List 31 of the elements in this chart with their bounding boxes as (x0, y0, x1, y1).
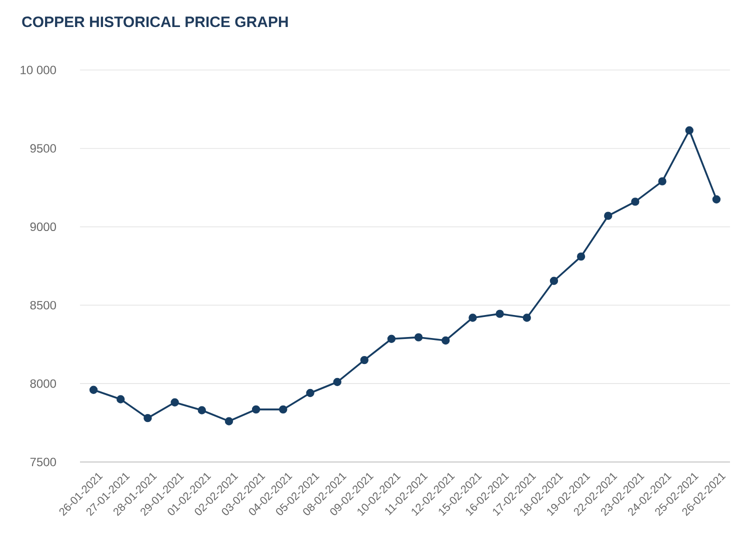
y-tick-label: 9000 (30, 222, 56, 232)
point (198, 406, 206, 414)
point (306, 388, 314, 398)
point (496, 310, 504, 318)
point (170, 398, 179, 406)
y-tick-label: 8000 (30, 379, 56, 388)
point (576, 252, 586, 261)
point (442, 336, 450, 345)
point (468, 314, 477, 322)
point (604, 212, 612, 220)
y-tick-label: 9500 (30, 144, 56, 153)
point (89, 386, 98, 394)
point (631, 198, 640, 206)
point (252, 405, 260, 414)
point (685, 126, 694, 134)
point (550, 276, 558, 285)
point (387, 334, 396, 343)
point (224, 417, 234, 426)
point (522, 314, 531, 322)
point (333, 378, 342, 386)
point (116, 395, 125, 404)
point (712, 195, 721, 204)
point (414, 333, 423, 342)
point (144, 414, 152, 422)
point (279, 405, 288, 414)
chart-title: COPPER HISTORICAL PRICE GRAPH (22, 16, 288, 28)
y-tick-label: 7500 (30, 458, 56, 466)
y-tick-label: 10 000 (20, 66, 56, 74)
point (360, 356, 368, 364)
point (658, 177, 666, 186)
y-tick-label: 8500 (30, 300, 56, 310)
